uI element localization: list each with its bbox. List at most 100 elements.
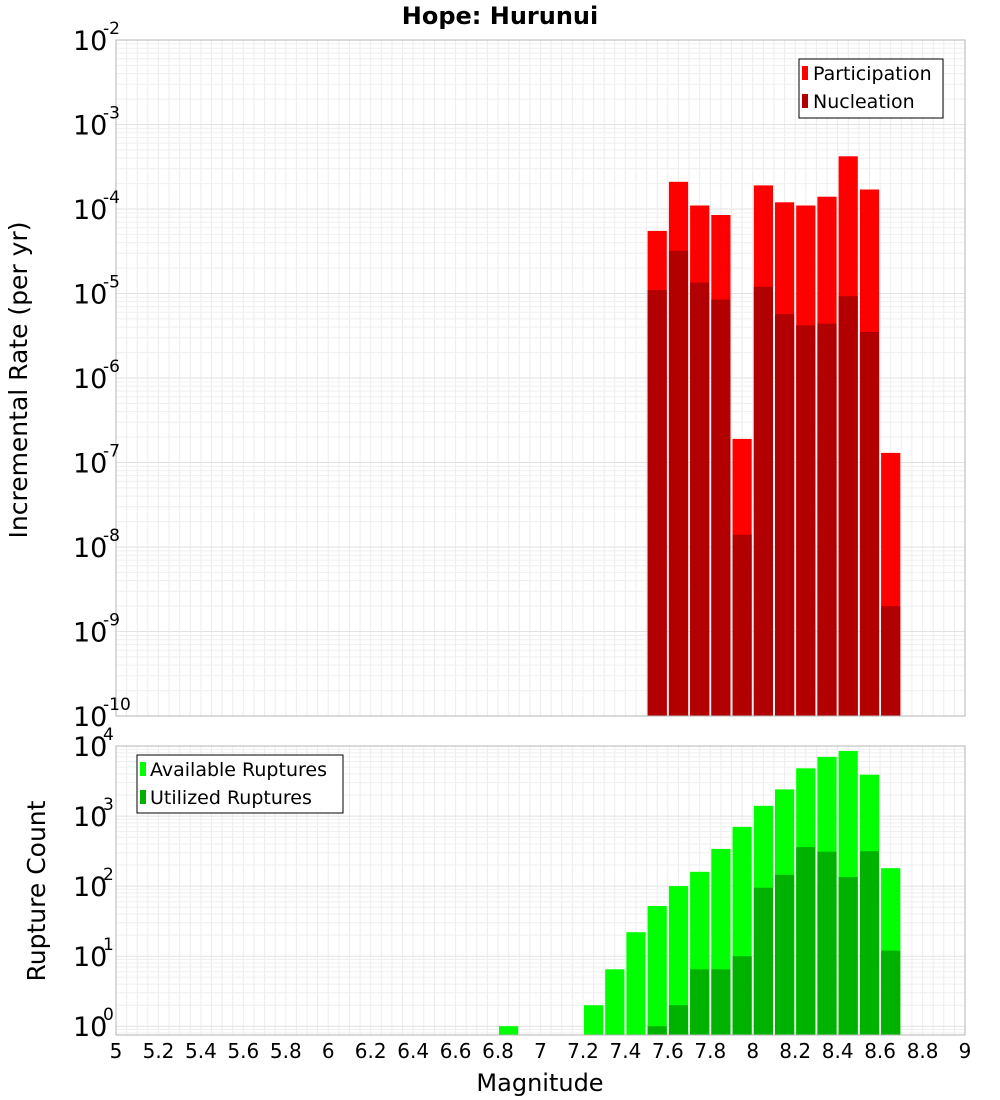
top-y-axis-label: Incremental Rate (per yr) [4, 222, 33, 539]
y-tick-exponent: -9 [103, 611, 120, 631]
bottom-bar-utilized-ruptures [732, 956, 752, 1035]
bottom-bar-available-ruptures [584, 1005, 604, 1035]
top-bar-nucleation [881, 606, 901, 716]
x-tick-label: 6.8 [482, 1039, 514, 1063]
bottom-bar-available-ruptures [626, 932, 646, 1035]
y-tick-exponent: -6 [103, 357, 120, 377]
y-tick-exponent: 3 [103, 795, 114, 815]
legend-swatch-nucleation [802, 94, 808, 108]
y-tick-exponent: 4 [103, 725, 114, 745]
bottom-bar-utilized-ruptures [775, 874, 795, 1035]
x-tick-label: 6.4 [397, 1039, 429, 1063]
y-tick-label: 10 [73, 26, 107, 57]
x-tick-label: 7.2 [567, 1039, 599, 1063]
top-bar-nucleation [647, 290, 667, 716]
bottom-plot-frame [115, 745, 966, 1036]
bottom-y-axis-label: Rupture Count [22, 800, 51, 981]
y-tick-label: 10 [73, 111, 107, 142]
top-bars [647, 156, 901, 717]
bottom-bar-utilized-ruptures [668, 1005, 689, 1035]
y-tick-label: 10 [73, 732, 107, 763]
x-tick-label: 5.6 [227, 1039, 259, 1063]
y-tick-label: 10 [73, 702, 107, 733]
bottom-bar-available-ruptures [647, 906, 667, 1035]
y-tick-exponent: 2 [103, 865, 114, 885]
y-tick-label: 10 [73, 802, 107, 833]
top-grid [115, 39, 966, 717]
x-tick-label: 7.6 [652, 1039, 684, 1063]
top-bar-nucleation [859, 332, 880, 716]
bottom-bar-utilized-ruptures [711, 969, 731, 1035]
top-bar-nucleation [838, 296, 858, 716]
top-bar-nucleation [690, 282, 710, 716]
y-tick-exponent: 1 [103, 935, 114, 955]
y-tick-label: 10 [73, 364, 107, 395]
bottom-legend: Available Ruptures Utilized Ruptures [136, 754, 344, 814]
y-tick-exponent: -2 [103, 19, 120, 39]
y-tick-label: 10 [73, 618, 107, 649]
x-tick-label: 7.4 [609, 1039, 641, 1063]
y-tick-label: 10 [73, 872, 107, 903]
y-tick-label: 10 [73, 280, 107, 311]
legend-label-available-ruptures: Available Ruptures [150, 759, 327, 781]
top-bar-nucleation [775, 314, 795, 716]
top-bar-nucleation [817, 323, 837, 716]
top-bar-nucleation [753, 286, 773, 716]
bottom-bars [499, 750, 901, 1035]
x-tick-label: 6 [322, 1039, 335, 1063]
x-tick-label: 5.2 [143, 1039, 175, 1063]
x-tick-label: 8.8 [907, 1039, 939, 1063]
bottom-bar-utilized-ruptures [859, 851, 880, 1035]
y-tick-label: 10 [73, 195, 107, 226]
legend-swatch-available-ruptures [140, 762, 146, 776]
x-tick-label: 9 [959, 1039, 972, 1063]
top-bar-nucleation [711, 299, 731, 716]
x-tick-label: 6.6 [440, 1039, 472, 1063]
y-tick-exponent: -8 [103, 526, 120, 546]
top-legend: Participation Nucleation [798, 58, 944, 119]
bottom-legend-box [136, 754, 344, 814]
x-tick-label: 7.8 [694, 1039, 726, 1063]
bottom-bar-utilized-ruptures [647, 1026, 667, 1035]
top-y-ticks: 10-210-310-410-510-610-710-810-910-10 [73, 19, 131, 733]
top-bar-nucleation [732, 534, 752, 716]
legend-swatch-utilized-ruptures [140, 790, 146, 804]
top-plot-frame [115, 39, 966, 717]
top-legend-box [798, 58, 944, 119]
x-tick-label: 5 [110, 1039, 123, 1063]
bottom-bar-utilized-ruptures [690, 969, 710, 1035]
x-tick-label: 6.2 [355, 1039, 387, 1063]
x-tick-label: 8 [746, 1039, 759, 1063]
legend-label-participation: Participation [813, 63, 932, 85]
x-tick-label: 8.4 [822, 1039, 854, 1063]
x-axis-label: Magnitude [476, 1069, 603, 1097]
bottom-bar-available-ruptures [668, 886, 689, 1035]
bottom-bar-utilized-ruptures [838, 877, 858, 1035]
bottom-bar-utilized-ruptures [753, 887, 773, 1035]
y-tick-exponent: -5 [103, 273, 120, 293]
y-tick-label: 10 [73, 1012, 107, 1043]
y-tick-exponent: 0 [103, 1005, 114, 1025]
y-tick-exponent: -4 [103, 188, 120, 208]
x-tick-label: 5.8 [270, 1039, 302, 1063]
y-tick-exponent: -7 [103, 442, 120, 462]
bottom-bar-available-ruptures [499, 1026, 519, 1035]
x-ticks: 5 5.2 5.4 5.6 5.8 6 6.2 6.4 6.6 6.8 7 7.2 7.4 7.6 7.8 8… [110, 1039, 972, 1063]
legend-swatch-participation [802, 66, 808, 80]
chart-title: Hope: Hurunui [402, 2, 598, 30]
y-tick-label: 10 [73, 942, 107, 973]
x-tick-label: 7 [534, 1039, 547, 1063]
bottom-bar-utilized-ruptures [817, 851, 837, 1035]
top-bar-nucleation [668, 250, 689, 717]
legend-label-utilized-ruptures: Utilized Ruptures [150, 787, 312, 809]
bottom-bar-available-ruptures [605, 969, 625, 1035]
y-tick-exponent: -10 [103, 695, 131, 715]
y-tick-exponent: -3 [103, 104, 120, 124]
x-tick-label: 5.4 [185, 1039, 217, 1063]
top-bar-nucleation [796, 325, 816, 716]
y-tick-label: 10 [73, 533, 107, 564]
y-tick-label: 10 [73, 449, 107, 480]
x-tick-label: 8.2 [779, 1039, 811, 1063]
bottom-bar-utilized-ruptures [796, 847, 816, 1035]
